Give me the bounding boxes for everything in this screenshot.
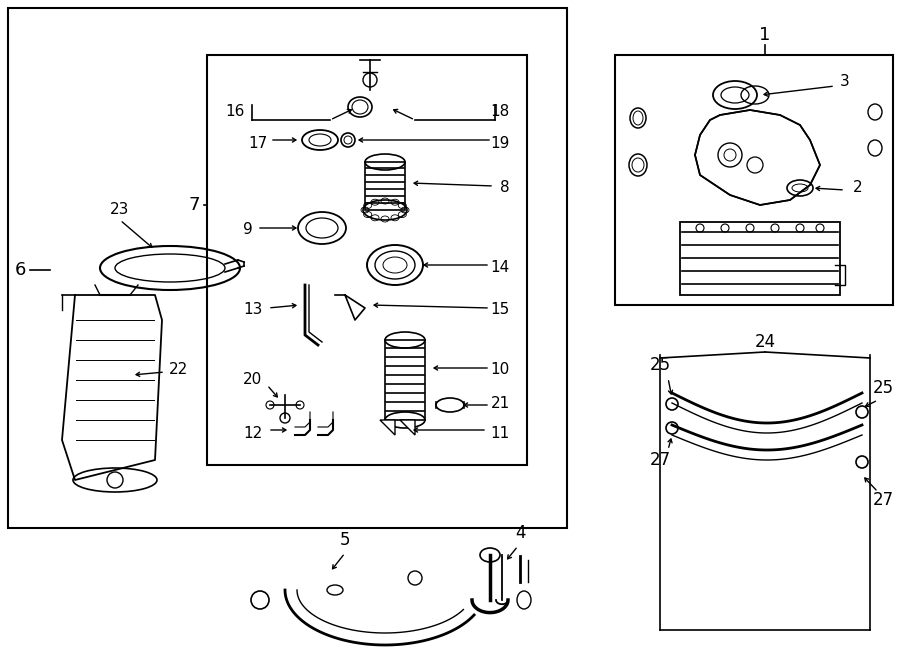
Text: 12: 12 bbox=[243, 426, 262, 440]
Polygon shape bbox=[400, 420, 415, 435]
Polygon shape bbox=[695, 110, 820, 205]
Bar bbox=[385, 340, 425, 420]
Text: 20: 20 bbox=[243, 373, 262, 387]
Text: 25: 25 bbox=[872, 379, 894, 397]
Text: 21: 21 bbox=[491, 395, 510, 410]
Text: 11: 11 bbox=[491, 426, 510, 440]
Text: 23: 23 bbox=[111, 202, 130, 217]
Text: 9: 9 bbox=[243, 223, 253, 237]
Text: 22: 22 bbox=[168, 362, 187, 377]
Polygon shape bbox=[380, 420, 395, 435]
Bar bbox=[8, 8, 567, 528]
Text: 27: 27 bbox=[872, 491, 894, 509]
Text: 27: 27 bbox=[650, 451, 670, 469]
Text: 3: 3 bbox=[840, 75, 850, 89]
Text: 25: 25 bbox=[650, 356, 670, 374]
Text: 4: 4 bbox=[515, 524, 526, 542]
Bar bbox=[615, 55, 893, 305]
Text: 18: 18 bbox=[491, 104, 510, 120]
Text: 8: 8 bbox=[500, 180, 510, 196]
Text: 19: 19 bbox=[491, 136, 510, 151]
Text: 13: 13 bbox=[243, 303, 263, 317]
Text: 14: 14 bbox=[491, 260, 510, 276]
Text: 7: 7 bbox=[188, 196, 200, 214]
Text: 1: 1 bbox=[760, 26, 770, 44]
Text: 16: 16 bbox=[225, 104, 245, 120]
Text: 10: 10 bbox=[491, 362, 510, 377]
Text: 2: 2 bbox=[853, 180, 863, 196]
Text: 6: 6 bbox=[14, 261, 26, 279]
Bar bbox=[680, 222, 840, 295]
Bar bbox=[207, 55, 527, 465]
Text: 17: 17 bbox=[248, 136, 267, 151]
Bar bbox=[365, 162, 405, 210]
Text: 24: 24 bbox=[754, 333, 776, 351]
Text: 5: 5 bbox=[340, 531, 350, 549]
Text: 15: 15 bbox=[491, 303, 510, 317]
